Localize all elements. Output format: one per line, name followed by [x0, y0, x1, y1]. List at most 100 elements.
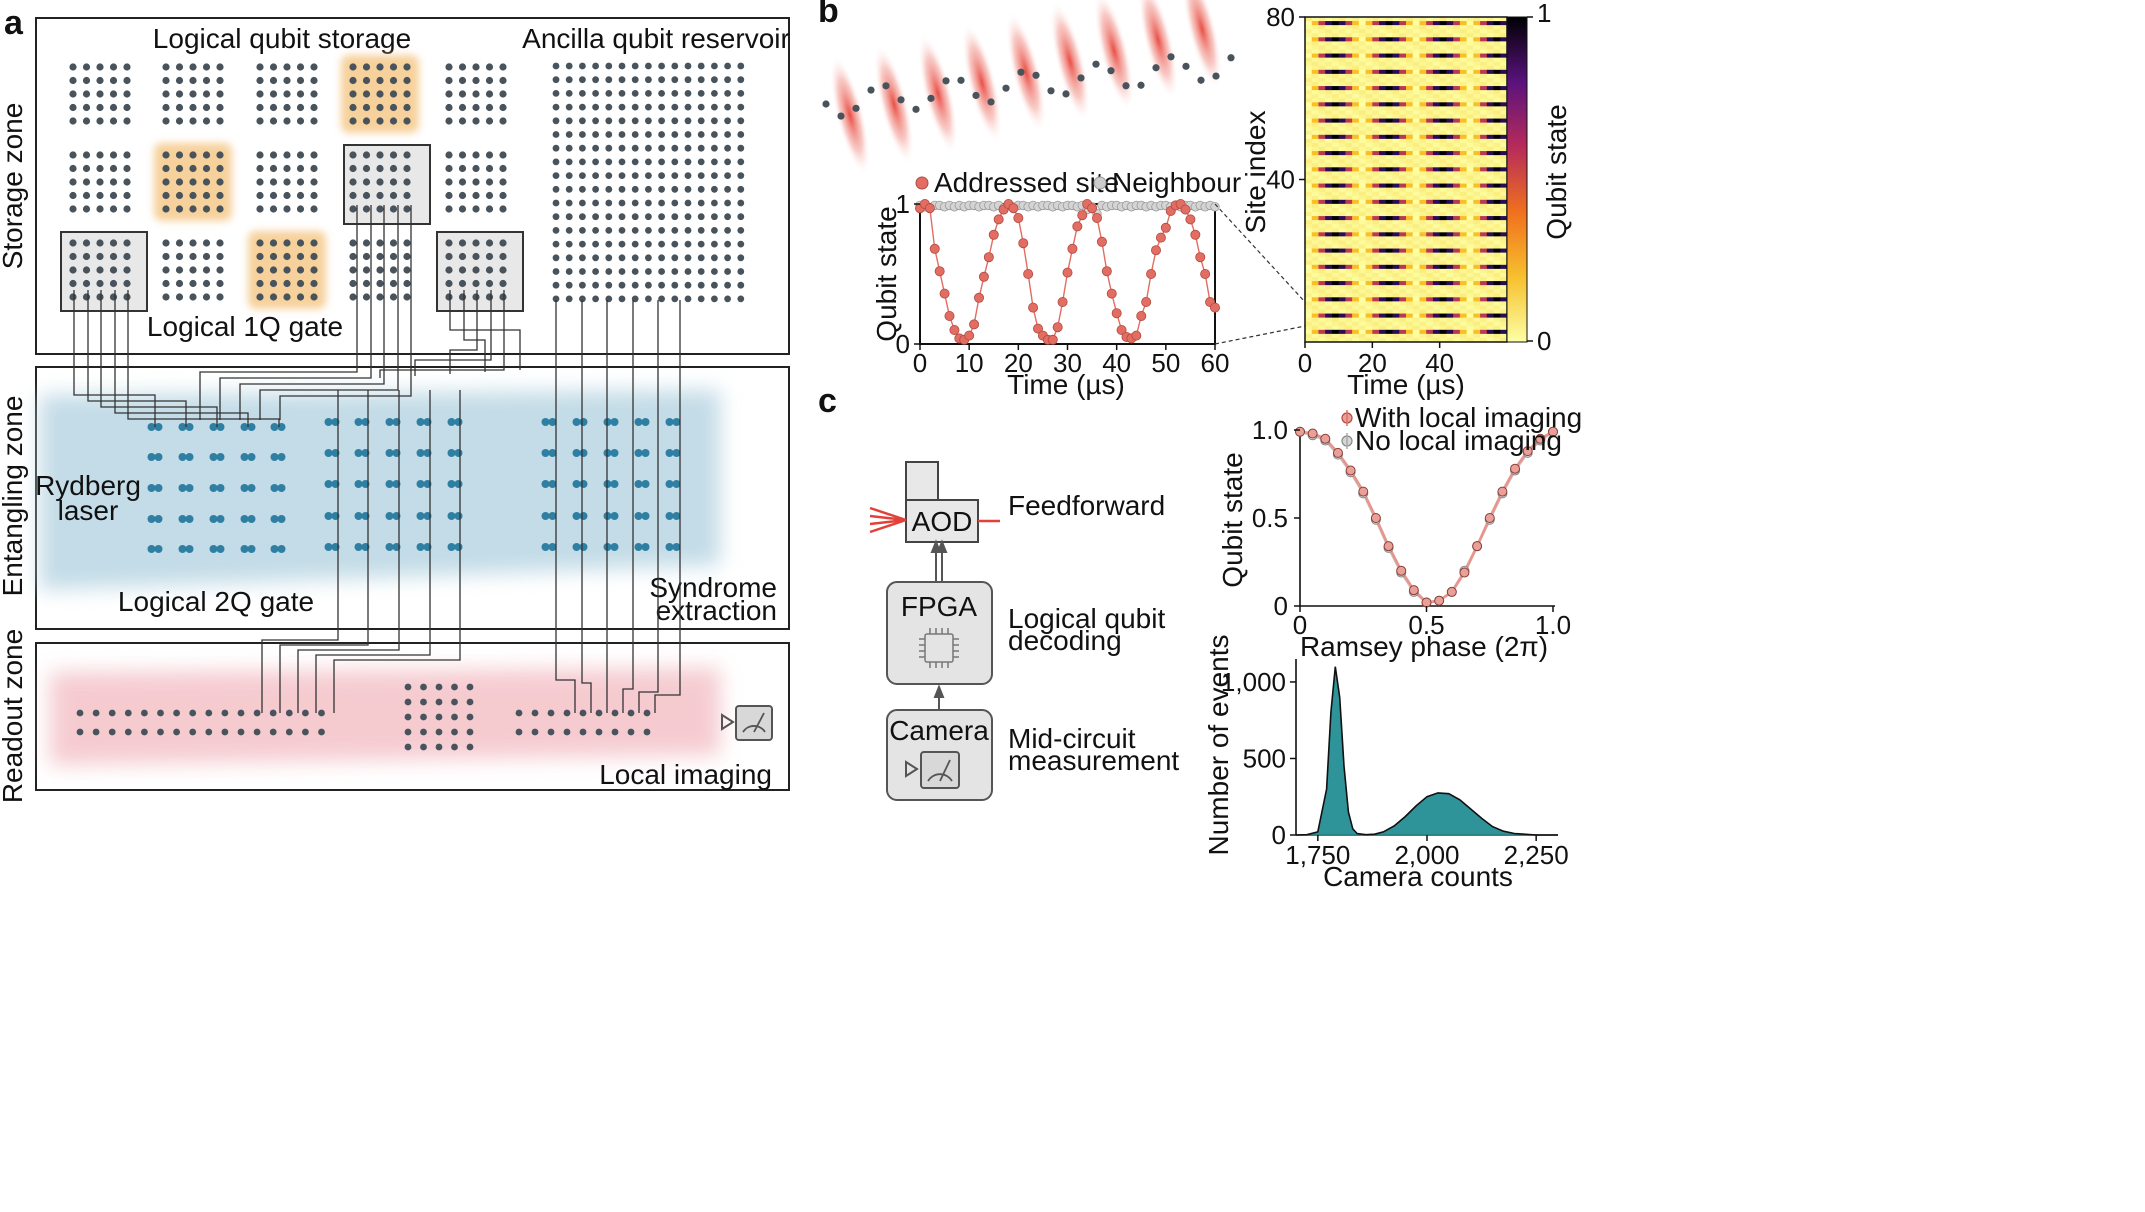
heatmap-cell: [1399, 142, 1407, 148]
storage-atom: [96, 90, 104, 98]
heatmap-cell: [1305, 277, 1313, 282]
heatmap-cell: [1480, 199, 1488, 205]
heatmap-cell: [1345, 45, 1353, 50]
ancilla-atom: [697, 254, 705, 262]
tweezer-atom: [912, 105, 920, 113]
heatmap-cell: [1459, 114, 1467, 119]
heatmap-cell: [1419, 77, 1427, 83]
heatmap-cell: [1372, 37, 1380, 42]
heatmap-cell: [1358, 179, 1366, 184]
heatmap-cell: [1426, 33, 1434, 38]
heatmap-cell: [1453, 277, 1461, 282]
heatmap-cell: [1372, 106, 1380, 111]
heatmap-cell: [1392, 240, 1400, 245]
heatmap-cell: [1305, 195, 1313, 201]
storage-atom: [296, 293, 305, 301]
heatmap-cell: [1352, 25, 1360, 30]
heatmap-cell: [1439, 309, 1447, 314]
heatmap-cell: [1318, 216, 1326, 221]
storage-atom: [458, 205, 467, 213]
heatmap-cell: [1493, 313, 1501, 319]
heatmap-cell: [1325, 17, 1333, 22]
heatmap-cell: [1379, 17, 1387, 22]
ancilla-atom: [645, 199, 652, 207]
readout-atom: [563, 709, 571, 717]
heatmap-cell: [1459, 167, 1467, 172]
storage-atom: [485, 63, 494, 71]
readout-atom: [420, 713, 427, 721]
heatmap-cell: [1466, 224, 1474, 229]
heatmap-cell: [1372, 49, 1380, 54]
heatmap-cell: [1352, 130, 1360, 136]
heatmap-cell: [1466, 110, 1474, 115]
entangling-atom: [572, 449, 581, 457]
heatmap-cell: [1459, 147, 1467, 152]
heatmap-cell: [1412, 171, 1420, 176]
storage-atom: [109, 117, 118, 125]
storage-atom: [389, 90, 398, 98]
heatmap-cell: [1352, 94, 1360, 99]
ancilla-atom: [565, 240, 573, 248]
heatmap-cell: [1466, 195, 1474, 201]
heatmap-cell: [1486, 73, 1494, 79]
heatmap-cell: [1385, 53, 1393, 59]
heatmap-cell: [1426, 232, 1434, 237]
readout-atom: [141, 728, 148, 736]
heatmap-cell: [1500, 82, 1508, 87]
heatmap-cell: [1432, 207, 1441, 213]
heatmap-cell: [1385, 110, 1393, 115]
heatmap-cell: [1379, 94, 1387, 99]
heatmap-cell: [1419, 167, 1427, 172]
heatmap-cell: [1318, 82, 1326, 87]
heatmap-cell: [1426, 134, 1434, 140]
storage-atom: [109, 164, 118, 173]
heatmap-cell: [1446, 167, 1454, 172]
heatmap-cell: [1318, 228, 1326, 233]
ancilla-atom: [737, 131, 745, 138]
heatmap-cell: [1419, 317, 1427, 323]
heatmap-cell: [1399, 228, 1407, 233]
heatmap-cell: [1358, 130, 1366, 136]
heatmap-cell: [1439, 216, 1447, 221]
heatmap-cell: [1358, 98, 1366, 103]
transport-wire: [555, 300, 576, 713]
entangling-atom: [277, 515, 286, 523]
heatmap-cell: [1500, 134, 1508, 140]
heatmap-cell: [1358, 228, 1366, 233]
heatmap-cell: [1486, 313, 1494, 319]
heatmap-cell: [1311, 321, 1319, 327]
heatmap-cell: [1486, 90, 1494, 95]
heatmap-cell: [1372, 25, 1380, 30]
heatmap-cell: [1473, 37, 1481, 42]
ancilla-atom: [645, 62, 652, 70]
point-addressed: [934, 266, 945, 277]
storage-atom: [69, 76, 77, 85]
heatmap-cell: [1338, 53, 1346, 59]
heatmap-cell: [1372, 29, 1380, 34]
heatmap-cell: [1446, 49, 1454, 54]
heatmap-cell: [1392, 224, 1400, 229]
heatmap-cell: [1352, 114, 1360, 119]
heatmap-cell: [1453, 228, 1461, 233]
ancilla-atom: [618, 254, 626, 262]
heatmap-cell: [1385, 179, 1393, 184]
storage-atom: [162, 205, 170, 213]
heatmap-cell: [1352, 98, 1360, 103]
heatmap-cell: [1426, 244, 1434, 249]
heatmap-cell: [1500, 29, 1508, 34]
addressing-beam: [1181, 0, 1223, 90]
storage-atom: [123, 205, 131, 213]
heatmap-cell: [1459, 260, 1467, 266]
point-with-local: [1345, 465, 1356, 476]
entangling-atom: [240, 545, 249, 553]
ancilla-atom: [552, 144, 560, 152]
heatmap-cell: [1432, 256, 1441, 262]
aod-top-block: [905, 461, 939, 501]
tweezer-atom: [852, 104, 860, 112]
b-line-xlabel: Time (µs): [1007, 369, 1125, 400]
entangling-atom: [541, 512, 550, 520]
heatmap-cell: [1379, 224, 1387, 229]
transport-wire: [279, 390, 369, 713]
heatmap-cell: [1352, 216, 1360, 221]
heatmap-cell: [1385, 232, 1393, 237]
